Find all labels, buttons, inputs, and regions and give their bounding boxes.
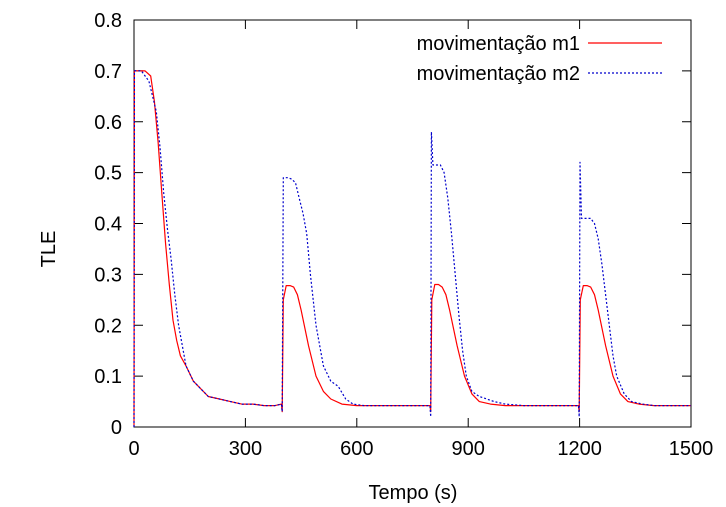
legend-label-m1: movimentação m1 xyxy=(417,33,580,55)
y-tick-label: 0.8 xyxy=(94,10,122,32)
plot-frame xyxy=(133,19,692,428)
y-axis-label: TLE xyxy=(38,231,60,268)
y-tick-label: 0.5 xyxy=(94,163,122,185)
x-tick-label: 1200 xyxy=(557,438,602,460)
y-tick-label: 0.6 xyxy=(94,112,122,134)
y-tick-label: 0.3 xyxy=(94,264,122,286)
y-tick-label: 0.1 xyxy=(94,366,122,388)
series-line-m1 xyxy=(133,70,691,428)
y-axis: 0 0.1 0.2 0.3 0.4 0.5 0.6 0.7 0.8 xyxy=(94,10,691,439)
x-tick-label: 0 xyxy=(128,438,139,460)
x-tick-label: 300 xyxy=(229,438,262,460)
y-tick-label: 0.4 xyxy=(94,214,122,236)
legend-label-m2: movimentação m2 xyxy=(417,63,580,85)
x-axis-label: Tempo (s) xyxy=(369,482,458,504)
legend: movimentação m1 movimentação m2 xyxy=(417,33,662,85)
y-tick-label: 0.7 xyxy=(94,61,122,83)
x-tick-label: 600 xyxy=(340,438,373,460)
y-tick-label: 0 xyxy=(111,417,122,439)
x-tick-label: 1500 xyxy=(669,438,714,460)
plot-border xyxy=(133,19,692,428)
series-layer xyxy=(133,70,691,428)
x-axis: 0 300 600 900 1200 1500 xyxy=(128,20,713,460)
series-line-m2 xyxy=(133,70,691,428)
x-tick-label: 900 xyxy=(452,438,485,460)
y-tick-label: 0.2 xyxy=(94,315,122,337)
